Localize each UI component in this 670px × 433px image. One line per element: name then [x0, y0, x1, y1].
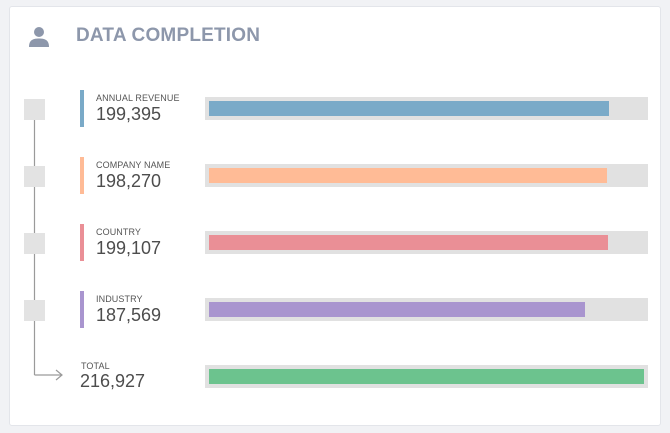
metric-label: ANNUAL REVENUE — [96, 93, 180, 103]
progress-track-total — [205, 365, 648, 388]
metric-value: 198,270 — [96, 171, 162, 191]
data-completion-card — [9, 6, 661, 426]
progress-track — [205, 298, 648, 321]
timeline-node — [24, 300, 45, 321]
metric-label: COMPANY NAME — [96, 160, 171, 170]
series-color-marker — [80, 157, 84, 194]
timeline-node — [24, 166, 45, 187]
progress-track — [205, 231, 648, 254]
metric-value: 187,569 — [96, 305, 162, 325]
series-color-marker — [80, 90, 84, 127]
metric-value: 199,395 — [96, 104, 162, 124]
progress-fill — [209, 101, 609, 116]
progress-fill — [209, 302, 585, 317]
progress-track — [205, 97, 648, 120]
metric-label: INDUSTRY — [96, 294, 143, 304]
timeline-node — [24, 233, 45, 254]
metric-value: 199,107 — [96, 238, 162, 258]
metric-label: COUNTRY — [96, 227, 142, 237]
progress-fill — [209, 168, 607, 183]
timeline-node — [24, 99, 45, 120]
progress-track — [205, 164, 648, 187]
total-value: 216,927 — [80, 371, 146, 391]
progress-fill — [209, 235, 608, 250]
series-color-marker — [80, 224, 84, 261]
series-color-marker — [80, 291, 84, 328]
card-title: DATA COMPLETION — [76, 25, 261, 46]
progress-fill-total — [209, 369, 644, 384]
total-label: TOTAL — [81, 361, 110, 371]
user-icon — [29, 27, 49, 47]
